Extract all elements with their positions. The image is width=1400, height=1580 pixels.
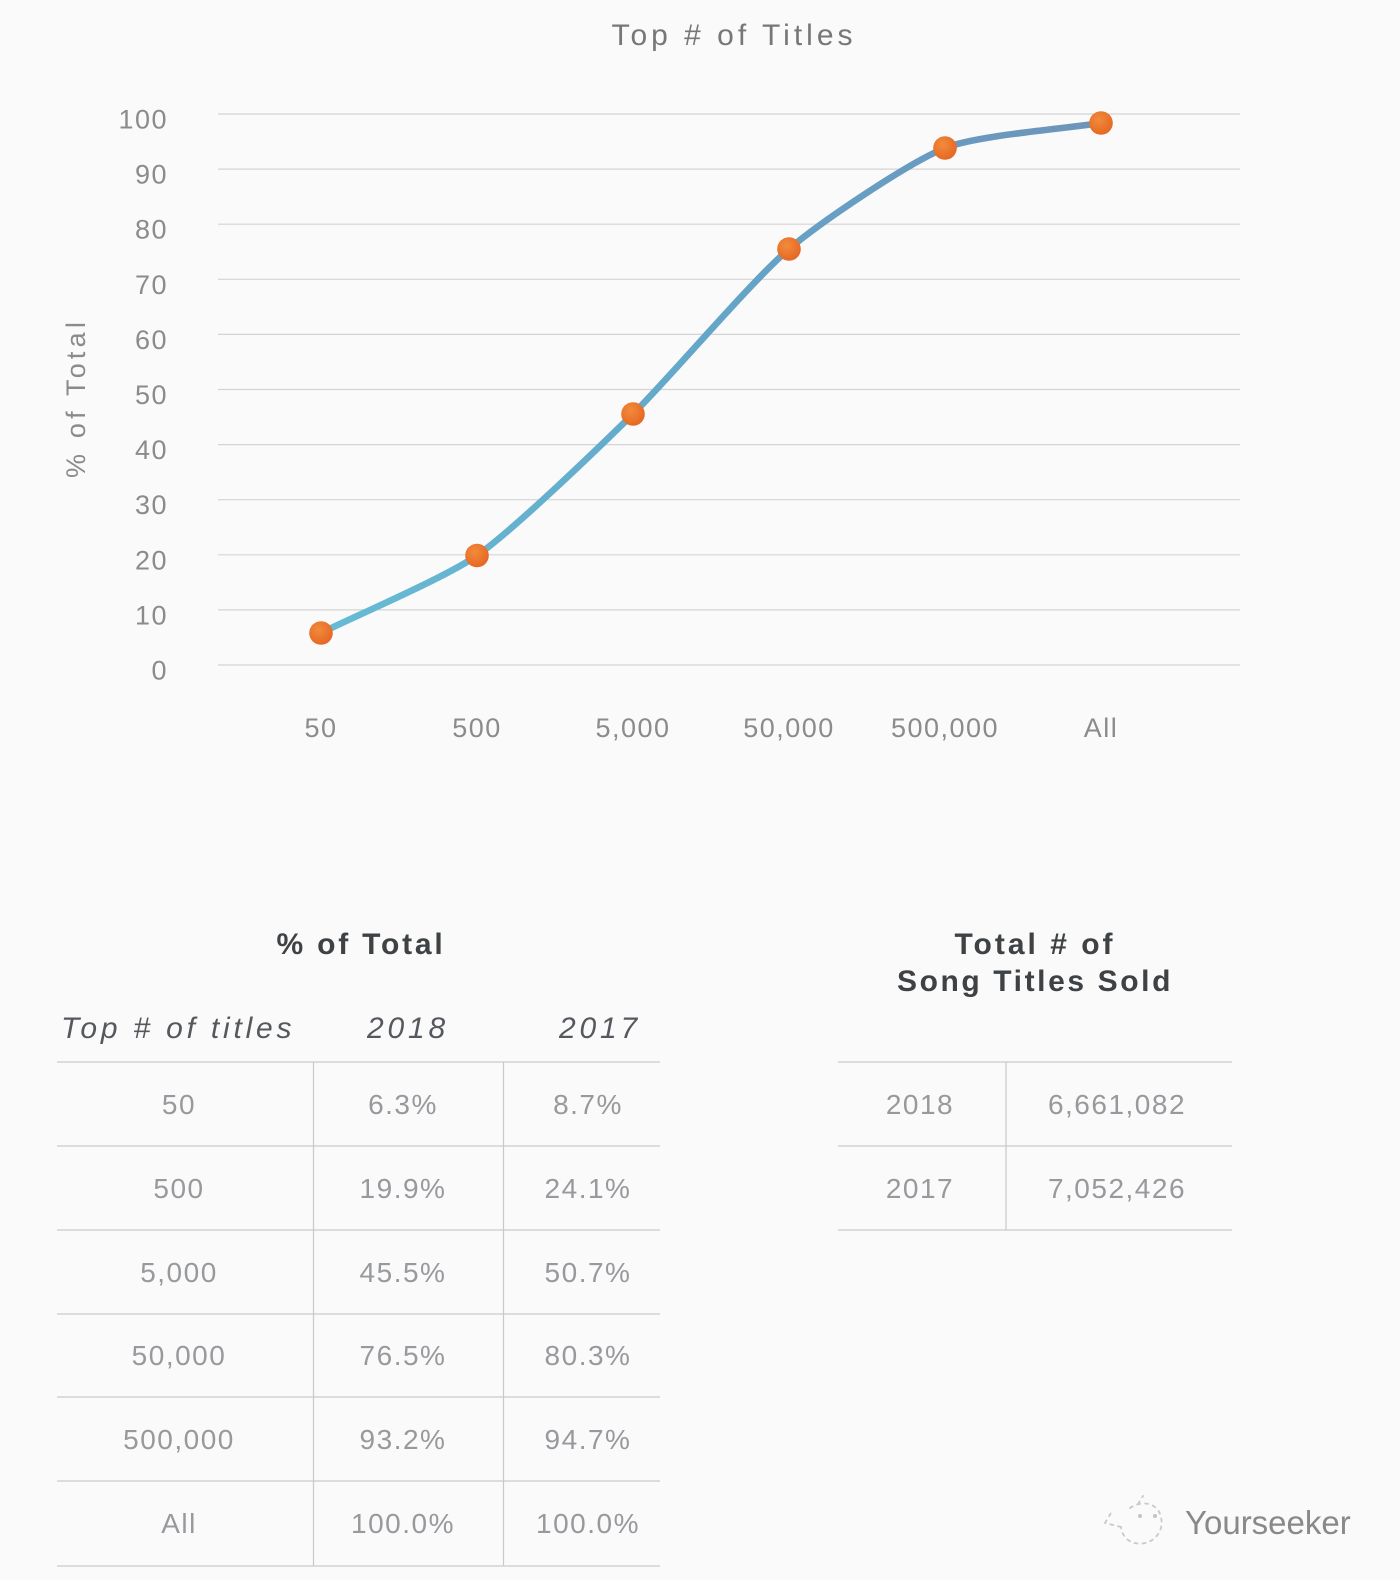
svg-text:% of Total: % of Total	[61, 318, 91, 478]
svg-text:Top # of titles: Top # of titles	[61, 1012, 295, 1045]
svg-text:50: 50	[162, 1089, 196, 1120]
svg-text:7,052,426: 7,052,426	[1048, 1173, 1186, 1204]
svg-text:76.5%: 76.5%	[360, 1340, 447, 1371]
svg-text:Song Titles Sold: Song Titles Sold	[897, 965, 1173, 998]
svg-text:Yourseeker: Yourseeker	[1185, 1504, 1351, 1541]
svg-text:100.0%: 100.0%	[351, 1508, 455, 1539]
svg-text:500,000: 500,000	[123, 1424, 235, 1455]
svg-text:% of Total: % of Total	[276, 928, 445, 961]
svg-text:40: 40	[135, 435, 168, 465]
svg-text:30: 30	[135, 490, 168, 520]
svg-text:2017: 2017	[558, 1012, 641, 1045]
svg-text:100: 100	[118, 105, 168, 135]
svg-text:10: 10	[135, 600, 168, 630]
svg-text:20: 20	[135, 545, 168, 575]
svg-text:2018: 2018	[886, 1089, 954, 1120]
svg-text:5,000: 5,000	[140, 1257, 218, 1288]
svg-text:50.7%: 50.7%	[545, 1257, 632, 1288]
svg-text:80: 80	[135, 215, 168, 245]
svg-text:80.3%: 80.3%	[545, 1340, 632, 1371]
svg-text:0: 0	[151, 656, 168, 686]
svg-text:50: 50	[304, 713, 337, 743]
svg-text:50,000: 50,000	[743, 713, 835, 743]
svg-text:6,661,082: 6,661,082	[1048, 1089, 1186, 1120]
svg-text:500: 500	[153, 1173, 204, 1204]
svg-text:24.1%: 24.1%	[545, 1173, 632, 1204]
svg-text:50,000: 50,000	[132, 1340, 227, 1371]
svg-text:50: 50	[135, 380, 168, 410]
svg-text:19.9%: 19.9%	[360, 1173, 447, 1204]
svg-text:500,000: 500,000	[891, 713, 999, 743]
svg-text:5,000: 5,000	[595, 713, 670, 743]
svg-text:Total # of: Total # of	[954, 928, 1115, 961]
svg-text:500: 500	[452, 713, 502, 743]
svg-text:All: All	[1084, 713, 1119, 743]
svg-text:45.5%: 45.5%	[360, 1257, 447, 1288]
svg-text:2018: 2018	[366, 1012, 449, 1045]
svg-text:60: 60	[135, 325, 168, 355]
svg-text:70: 70	[135, 270, 168, 300]
svg-text:8.7%: 8.7%	[553, 1089, 623, 1120]
svg-text:100.0%: 100.0%	[536, 1508, 640, 1539]
svg-text:6.3%: 6.3%	[368, 1089, 438, 1120]
svg-text:2017: 2017	[886, 1173, 954, 1204]
svg-text:90: 90	[135, 160, 168, 190]
svg-text:All: All	[161, 1508, 197, 1539]
svg-text:93.2%: 93.2%	[360, 1424, 447, 1455]
svg-text:Top # of Titles: Top # of Titles	[611, 19, 856, 52]
svg-text:94.7%: 94.7%	[545, 1424, 632, 1455]
